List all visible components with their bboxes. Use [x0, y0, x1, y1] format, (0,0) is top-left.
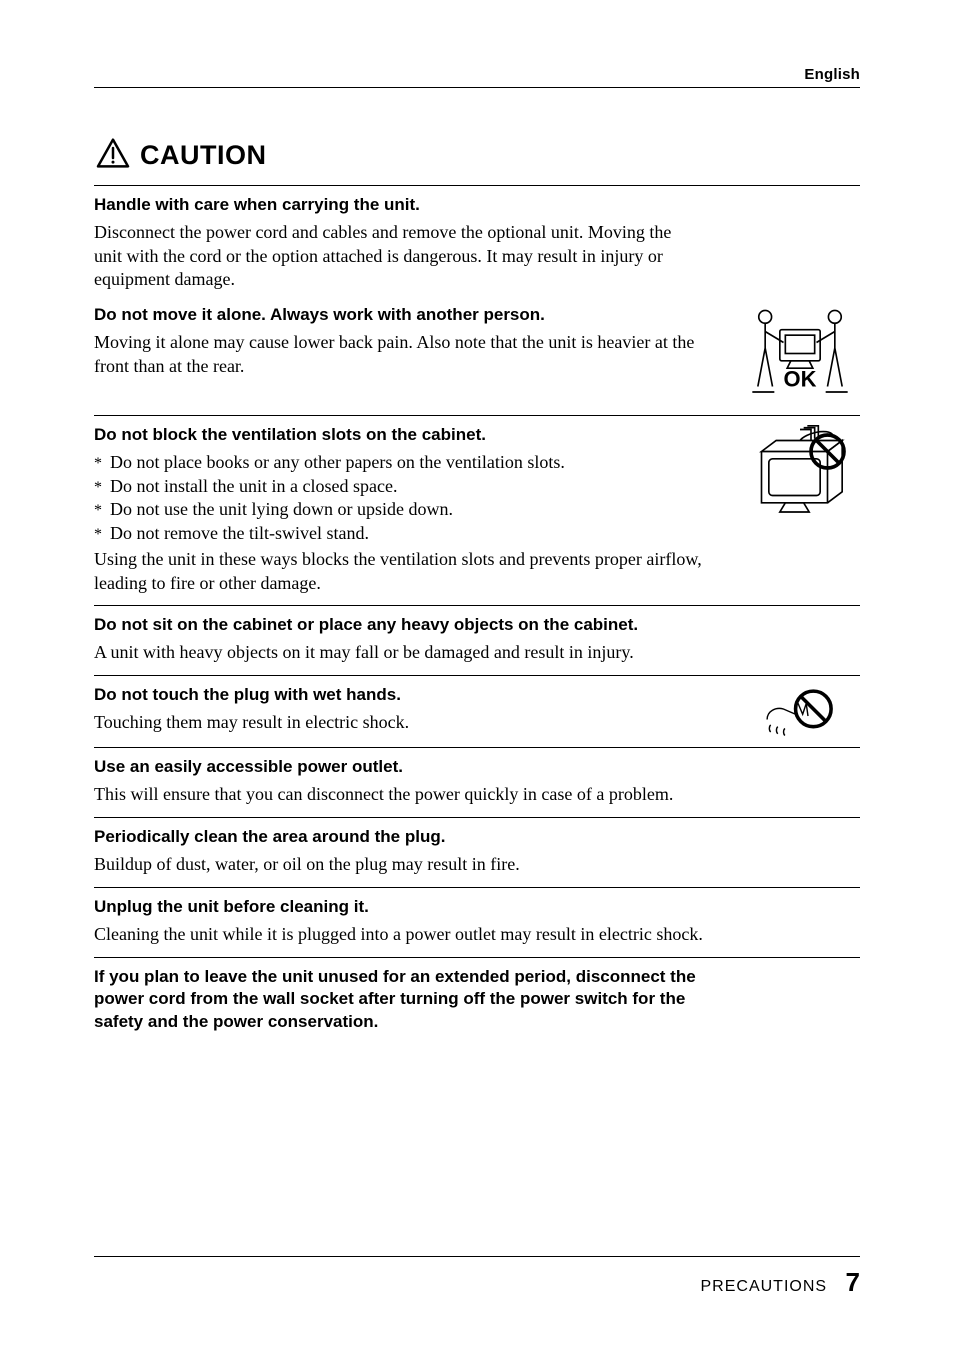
section-title: Do not sit on the cabinet or place any h…: [94, 614, 860, 637]
section-text: Do not sit on the cabinet or place any h…: [94, 614, 860, 665]
section-do-not-sit: Do not sit on the cabinet or place any h…: [94, 606, 860, 676]
header-bar: English: [94, 66, 860, 88]
section-body: A unit with heavy objects on it may fall…: [94, 641, 860, 665]
section-do-not-move-alone: Do not move it alone. Always work with a…: [94, 296, 860, 416]
section-handle-with-care: Handle with care when carrying the unit.…: [94, 186, 860, 296]
body-after: Using the unit in these ways blocks the …: [94, 549, 702, 593]
section-title: Periodically clean the area around the p…: [94, 826, 860, 849]
section-title: Unplug the unit before cleaning it.: [94, 896, 860, 919]
section-title: Do not touch the plug with wet hands.: [94, 684, 722, 707]
section-text: Do not touch the plug with wet hands. To…: [94, 684, 722, 735]
ok-label: OK: [784, 367, 817, 392]
section-text: If you plan to leave the unit unused for…: [94, 966, 860, 1039]
section-body: Cleaning the unit while it is plugged in…: [94, 923, 734, 947]
section-clean-plug-area: Periodically clean the area around the p…: [94, 818, 860, 888]
section-title: Do not move it alone. Always work with a…: [94, 304, 722, 327]
page-footer: PRECAUTIONS 7: [94, 1256, 860, 1298]
footer-page-number: 7: [846, 1267, 860, 1297]
list-item: Do not remove the tilt-swivel stand.: [94, 522, 722, 546]
section-body: Disconnect the power cord and cables and…: [94, 221, 694, 292]
section-text: Unplug the unit before cleaning it. Clea…: [94, 896, 860, 947]
page: English CAUTION Handle with care when ca…: [0, 0, 954, 1348]
section-illustration: [740, 684, 860, 737]
list-item: Do not install the unit in a closed spac…: [94, 475, 722, 499]
bullet-list: Do not place books or any other papers o…: [94, 451, 722, 546]
section-text: Use an easily accessible power outlet. T…: [94, 756, 860, 807]
caution-heading: CAUTION: [94, 134, 860, 171]
wet-hand-plug-prohibited-icon: [760, 684, 840, 737]
language-label: English: [94, 66, 860, 83]
section-body: Do not place books or any other papers o…: [94, 451, 722, 596]
section-body: This will ensure that you can disconnect…: [94, 783, 694, 807]
section-wet-hands: Do not touch the plug with wet hands. To…: [94, 676, 860, 748]
section-text: Periodically clean the area around the p…: [94, 826, 860, 877]
section-title: If you plan to leave the unit unused for…: [94, 966, 734, 1035]
sections-container: Handle with care when carrying the unit.…: [94, 185, 860, 1048]
list-item: Do not use the unit lying down or upside…: [94, 498, 722, 522]
section-body: Buildup of dust, water, or oil on the pl…: [94, 853, 860, 877]
section-ventilation-slots: Do not block the ventilation slots on th…: [94, 416, 860, 606]
section-illustration: OK: [740, 304, 860, 405]
section-text: Do not block the ventilation slots on th…: [94, 424, 722, 595]
section-title: Do not block the ventilation slots on th…: [94, 424, 722, 447]
section-extended-unused: If you plan to leave the unit unused for…: [94, 958, 860, 1049]
caution-triangle-icon: [96, 138, 130, 168]
section-unplug-before-cleaning: Unplug the unit before cleaning it. Clea…: [94, 888, 860, 958]
section-text: Do not move it alone. Always work with a…: [94, 304, 722, 378]
list-item: Do not place books or any other papers o…: [94, 451, 722, 475]
caution-label: CAUTION: [140, 140, 267, 171]
section-title: Handle with care when carrying the unit.: [94, 194, 860, 217]
footer-section-label: PRECAUTIONS: [701, 1278, 828, 1295]
two-people-carrying-monitor-icon: OK: [745, 304, 855, 405]
section-title: Use an easily accessible power outlet.: [94, 756, 860, 779]
section-illustration: [740, 424, 860, 525]
section-accessible-outlet: Use an easily accessible power outlet. T…: [94, 748, 860, 818]
section-body: Touching them may result in electric sho…: [94, 711, 722, 735]
section-text: Handle with care when carrying the unit.…: [94, 194, 860, 292]
section-body: Moving it alone may cause lower back pai…: [94, 331, 704, 379]
monitor-books-prohibited-icon: [745, 424, 855, 525]
